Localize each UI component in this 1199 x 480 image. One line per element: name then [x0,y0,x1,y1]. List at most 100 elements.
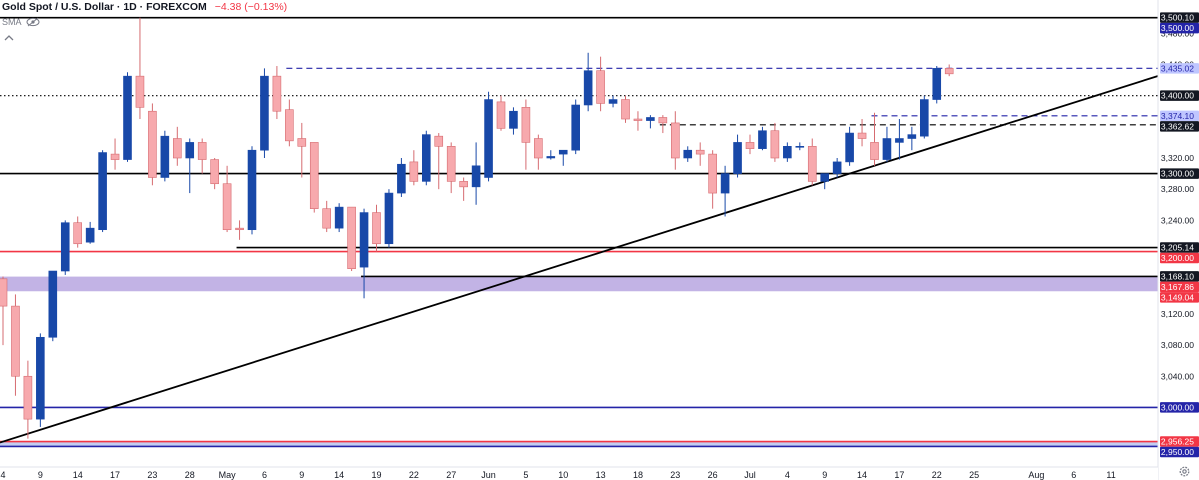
candle [434,133,444,190]
price-label-text: 3,500.10 [1161,13,1194,23]
candle-body [857,132,867,139]
candle-body [48,270,58,338]
candle-body [235,227,244,231]
candle-body [720,173,730,194]
chevron-up-icon[interactable] [3,33,15,43]
price-label: 3,500.10 [1160,12,1199,23]
price-label: 3,435.02 [1160,63,1199,74]
time-tick-label: 11 [1106,470,1115,480]
candle [870,112,879,166]
price-label: 3,200.00 [1160,252,1199,264]
candle [60,220,70,275]
candle [247,146,257,235]
candle [197,138,207,174]
candle [596,56,605,112]
candle-body [583,70,593,106]
price-label: 3,500.00 [1160,22,1199,34]
candle-body [820,173,830,182]
candle [123,72,132,162]
price-label-box [1160,121,1199,132]
candle-body [807,146,817,182]
price-label-text: 3,167.86 [1161,282,1194,292]
candle-body [670,122,680,159]
candles [0,17,954,439]
candle-body [23,375,33,420]
candle-body [683,149,693,159]
price-label-text: 3,374.10 [1161,111,1194,121]
candle [708,150,717,209]
candle [347,206,356,272]
candle [758,126,767,151]
candle-body [484,99,493,178]
price-label-box [1160,110,1199,122]
candle [334,203,344,233]
candle [359,208,369,299]
candle [770,122,780,162]
time-tick-label: 22 [932,470,942,480]
candle-body [621,99,630,120]
candle [372,204,381,252]
eye-off-icon[interactable] [26,17,40,27]
candle-body [272,75,282,112]
candle [783,142,792,162]
candle-body [496,101,506,129]
time-tick-label: 14 [73,470,83,480]
time-tick-label: 6 [262,470,267,480]
price-labels: 3,500.103,500.00 3,435.02 3,400.00 3,374.10… [1160,12,1199,458]
candle-body [173,138,182,159]
price-label: 2,956.25 [1160,436,1199,447]
candle-body [359,212,369,268]
time-tick-label: 17 [110,470,120,480]
candle [944,64,954,77]
candle-body [334,206,344,229]
candle-body [409,161,419,182]
price-label-box [1160,281,1199,293]
candle-body [534,138,543,159]
candle [23,360,33,439]
candle-body [633,118,643,121]
indicator-label[interactable]: SMA [2,17,22,27]
candle-body [608,99,618,104]
candle [11,294,20,396]
price-label-box [1160,22,1199,34]
candle [795,142,805,151]
candle-body [421,134,431,182]
price-label: 3,362.62 [1160,121,1199,132]
candle-body [434,135,444,147]
time-axis[interactable]: 4 9 14 17 23 28 May 6 9 14 19 22 27 Jun 5 10 13 18 23 26 Jul… [0,466,1158,480]
candle-body [558,149,568,155]
candle-body [832,161,842,174]
price-label: 3,374.10 [1160,110,1199,122]
candle [633,111,643,131]
candle [73,216,82,248]
candle-body [695,149,705,155]
candle-body [135,75,145,108]
candle-body [397,163,406,194]
candle-body [110,153,120,160]
time-tick-label: 6 [1071,470,1076,480]
indicator-legend[interactable]: SMA [2,17,40,27]
price-label-text: 3,000.00 [1161,402,1194,412]
time-tick-label: Jun [481,470,496,480]
candle-body [745,142,755,149]
candle-body [596,70,605,104]
time-tick-label: Aug [1028,470,1044,480]
candle [222,165,232,233]
candle [384,189,394,248]
gear-icon[interactable] [1178,465,1191,478]
time-tick-label: 9 [822,470,827,480]
candle-body [297,138,307,147]
candle-body [708,153,717,194]
candle [135,17,145,120]
candle-body [185,142,195,159]
candle [658,115,668,134]
candle [210,158,219,190]
symbol-title[interactable]: Gold Spot / U.S. Dollar · 1D · FOREXCOM [2,1,207,13]
candle-body [73,222,82,245]
candle [98,150,107,233]
candle-body [222,183,232,231]
price-label-box [1160,12,1199,23]
candle [36,333,45,427]
price-label-text: 3,435.02 [1161,63,1194,73]
